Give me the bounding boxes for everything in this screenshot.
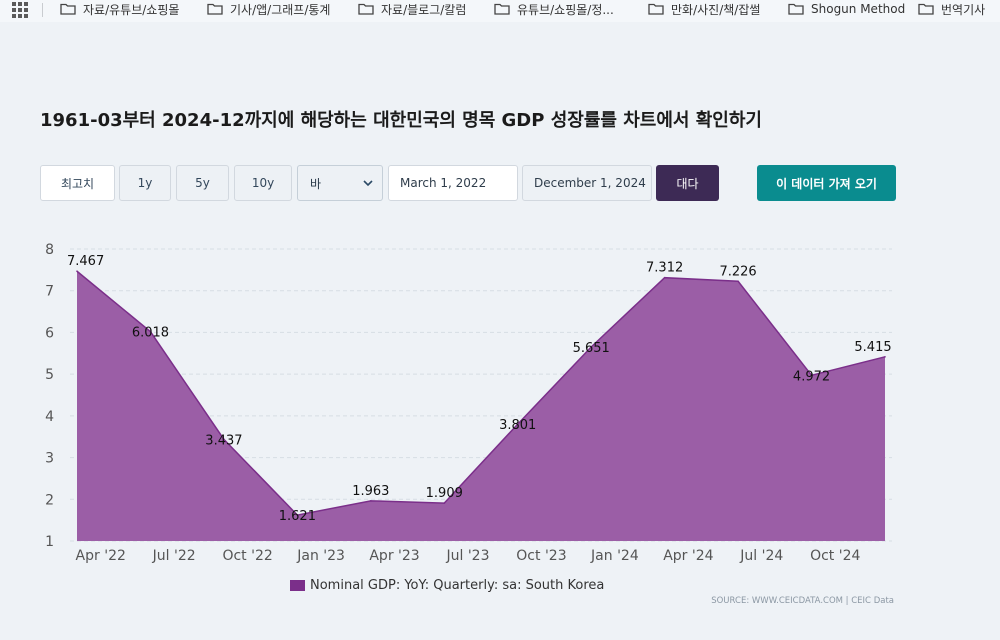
x-tick-label: Jan '23	[296, 548, 345, 564]
fetch-data-button[interactable]: 이 데이터 가져 오기	[757, 165, 896, 201]
x-tick-label: Apr '24	[663, 548, 713, 564]
bookmark-label: 번역기사	[941, 2, 986, 17]
data-label: 1.621	[279, 509, 316, 524]
y-tick-label: 5	[45, 367, 54, 383]
range-max-button[interactable]: 최고치	[40, 165, 115, 201]
page-title: 1961-03부터 2024-12까지에 해당하는 대한민국의 명목 GDP 성…	[40, 110, 762, 131]
x-tick-label: Oct '23	[516, 548, 566, 564]
data-label: 1.963	[352, 484, 389, 499]
bookmark-folder[interactable]: 번역기사	[918, 0, 985, 18]
data-point	[884, 356, 886, 358]
folder-icon	[918, 3, 934, 15]
data-label: 5.651	[573, 341, 610, 356]
series-area	[76, 270, 886, 541]
chart-type-select[interactable]: 바	[297, 165, 383, 201]
start-date-input[interactable]: March 1, 2022	[388, 165, 518, 201]
bookmark-label: 유튜브/쇼핑몰/정...	[517, 2, 614, 17]
x-tick-label: Apr '23	[369, 548, 419, 564]
range-10y-button[interactable]: 10y	[234, 165, 292, 201]
data-label: 6.018	[132, 326, 169, 341]
end-date-input[interactable]: December 1, 2024	[522, 165, 652, 201]
folder-icon	[648, 3, 664, 15]
y-tick-label: 6	[45, 325, 54, 341]
x-tick-label: Jul '22	[152, 548, 196, 564]
data-label: 7.312	[646, 261, 683, 276]
area-fill	[77, 271, 885, 541]
data-label: 7.467	[67, 254, 104, 269]
x-tick-label: Jan '24	[590, 548, 639, 564]
x-tick-label: Oct '24	[810, 548, 860, 564]
y-tick-label: 7	[45, 284, 54, 300]
range-1y-button[interactable]: 1y	[119, 165, 171, 201]
range-5y-button[interactable]: 5y	[176, 165, 229, 201]
y-axis-ticks: 1 2 3 4 5 6 7 8	[45, 242, 54, 550]
folder-icon	[494, 3, 510, 15]
x-tick-label: Jul '24	[739, 548, 783, 564]
data-point	[149, 330, 152, 333]
data-label: 7.226	[719, 264, 756, 279]
chart-legend[interactable]: Nominal GDP: YoY: Quarterly: sa: South K…	[290, 578, 604, 593]
data-point	[296, 514, 299, 516]
data-point	[76, 270, 78, 273]
y-tick-label: 3	[45, 451, 54, 467]
apps-grid-icon[interactable]	[12, 2, 28, 18]
y-tick-label: 8	[45, 242, 54, 258]
bookmark-folder[interactable]: Shogun Method	[788, 0, 905, 18]
data-point	[810, 374, 813, 377]
y-tick-label: 1	[45, 534, 54, 550]
folder-icon	[60, 3, 76, 15]
data-label: 3.437	[205, 433, 242, 448]
data-label: 5.415	[854, 340, 891, 355]
chart-type-value: 바	[310, 176, 322, 191]
bookmark-folder[interactable]: 자료/유튜브/쇼핑몰	[60, 0, 179, 18]
x-tick-label: Apr '22	[76, 548, 126, 564]
bookmark-folder[interactable]: 만화/사진/책/잡썰	[648, 0, 760, 18]
data-point	[223, 438, 225, 441]
x-axis-ticks: Apr '22 Jul '22 Oct '22 Jan '23 Apr '23 Jul '…	[76, 548, 861, 564]
data-label: 3.801	[499, 418, 536, 433]
data-point	[370, 500, 372, 502]
bookmark-folder[interactable]: 유튜브/쇼핑몰/정...	[494, 0, 614, 18]
bookmarks-divider	[42, 3, 43, 17]
data-label: 4.972	[793, 369, 830, 384]
folder-icon	[788, 3, 804, 15]
chevron-down-icon	[362, 177, 374, 192]
data-point	[737, 280, 739, 283]
bookmark-label: 기사/앱/그래프/통계	[230, 2, 331, 17]
folder-icon	[207, 3, 223, 15]
data-point	[516, 423, 519, 425]
bookmark-folder[interactable]: 기사/앱/그래프/통계	[207, 0, 330, 18]
bookmarks-bar: 자료/유튜브/쇼핑몰 기사/앱/그래프/통계 자료/블로그/칼럼 유튜브/쇼핑몰…	[0, 0, 1000, 22]
data-labels: 7.467 6.018 3.437 1.621 1.963 1.909 3.801 5.651…	[67, 254, 892, 524]
legend-swatch	[290, 580, 305, 591]
y-tick-label: 4	[45, 409, 54, 425]
bookmark-label: 자료/블로그/칼럼	[381, 2, 467, 17]
chart-source: SOURCE: WWW.CEICDATA.COM | CEIC Data	[711, 596, 894, 606]
data-point	[443, 502, 446, 504]
bookmark-label: 만화/사진/책/잡썰	[671, 2, 761, 17]
data-label: 1.909	[426, 486, 463, 501]
bookmark-folder[interactable]: 자료/블로그/칼럼	[358, 0, 466, 18]
x-tick-label: Jul '23	[445, 548, 489, 564]
folder-icon	[358, 3, 374, 15]
x-tick-label: Oct '22	[222, 548, 272, 564]
y-tick-label: 2	[45, 492, 54, 508]
series-line	[76, 270, 886, 516]
data-point	[590, 346, 592, 348]
bookmark-label: 자료/유튜브/쇼핑몰	[83, 2, 180, 17]
bookmark-label: Shogun Method	[811, 2, 906, 16]
data-point	[663, 276, 666, 279]
apply-button[interactable]: 대다	[656, 165, 719, 201]
legend-label: Nominal GDP: YoY: Quarterly: sa: South K…	[310, 578, 605, 593]
